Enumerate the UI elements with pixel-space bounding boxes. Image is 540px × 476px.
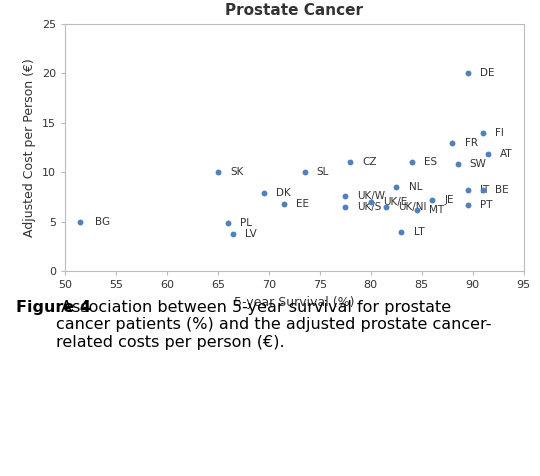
Text: UK/NI: UK/NI — [399, 202, 427, 212]
Point — [300, 169, 309, 176]
Point — [413, 206, 421, 214]
Text: DE: DE — [480, 68, 495, 79]
Point — [448, 139, 457, 147]
Point — [341, 192, 349, 200]
Text: UK/S: UK/S — [357, 202, 382, 212]
Point — [453, 160, 462, 168]
Y-axis label: Adjusted Cost per Person (€): Adjusted Cost per Person (€) — [23, 58, 36, 237]
Point — [463, 69, 472, 77]
Point — [224, 219, 232, 227]
Text: IT: IT — [480, 185, 489, 195]
Point — [428, 196, 436, 204]
Text: LV: LV — [245, 228, 257, 238]
Point — [397, 228, 406, 236]
Point — [229, 230, 238, 238]
Point — [367, 198, 375, 206]
Point — [341, 203, 349, 211]
Title: Prostate Cancer: Prostate Cancer — [225, 3, 363, 19]
Text: Figure 4: Figure 4 — [16, 300, 91, 315]
Text: FI: FI — [495, 128, 504, 138]
Text: CZ: CZ — [363, 158, 377, 168]
Text: DK: DK — [276, 188, 291, 198]
Text: UK/E: UK/E — [383, 197, 407, 207]
Text: Association between 5-year survival for prostate
cancer patients (%) and the adj: Association between 5-year survival for … — [56, 300, 491, 350]
Point — [76, 218, 84, 226]
Text: LT: LT — [414, 227, 424, 237]
Point — [392, 183, 401, 191]
Text: UK/W: UK/W — [357, 191, 386, 201]
Text: MT: MT — [429, 205, 444, 215]
Point — [478, 186, 487, 194]
Point — [280, 200, 288, 208]
Text: JE: JE — [444, 195, 454, 205]
Text: SL: SL — [317, 167, 329, 178]
Text: SW: SW — [470, 159, 487, 169]
Text: ES: ES — [424, 158, 437, 168]
Point — [407, 159, 416, 166]
X-axis label: 5-year Survival (%): 5-year Survival (%) — [234, 296, 355, 309]
Point — [478, 129, 487, 137]
Text: SK: SK — [230, 167, 244, 178]
Point — [213, 169, 222, 176]
Text: EE: EE — [296, 199, 309, 209]
Text: AT: AT — [501, 149, 513, 159]
Text: BE: BE — [495, 185, 509, 195]
Point — [463, 201, 472, 209]
Text: FR: FR — [464, 138, 478, 148]
Text: BG: BG — [96, 217, 111, 227]
Point — [484, 151, 492, 159]
Point — [346, 159, 355, 166]
Point — [463, 186, 472, 194]
Text: NL: NL — [409, 182, 422, 192]
Text: PT: PT — [480, 200, 492, 210]
Text: PL: PL — [240, 218, 252, 228]
Point — [259, 189, 268, 197]
Point — [382, 203, 390, 211]
